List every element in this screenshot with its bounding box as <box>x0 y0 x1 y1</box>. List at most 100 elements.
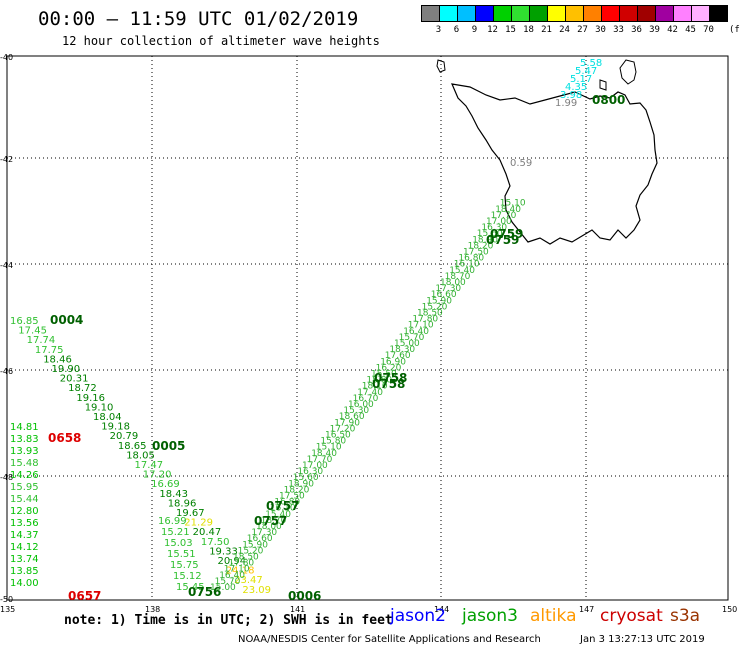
lat-tick-label: -46 <box>0 367 13 376</box>
scale-label: 42 <box>667 25 678 35</box>
tasmania-coastline <box>451 83 658 245</box>
wave-height-value: 15.40 <box>265 510 291 520</box>
wave-height-value: 18.60 <box>339 412 365 422</box>
wave-height-value: 18.04 <box>93 412 122 423</box>
wave-height-value: 13.74 <box>10 554 39 565</box>
wave-height-value: 20.94 <box>218 556 247 567</box>
wave-height-value: 19.18 <box>101 422 130 433</box>
wave-height-value: 15.90 <box>242 540 268 550</box>
wave-height-value: 15.75 <box>170 560 199 571</box>
wave-height-value: 18.46 <box>43 354 72 365</box>
wave-height-value: 18.90 <box>472 235 498 245</box>
scale-label: 45 <box>685 25 696 35</box>
wave-height-value: 23.09 <box>242 585 271 596</box>
lon-tick-label: 138 <box>145 605 160 614</box>
wave-height-value: 16.40 <box>403 327 429 337</box>
wave-height-value: 15.40 <box>449 266 475 276</box>
wave-height-value: 19.33 <box>209 546 238 557</box>
wave-height-value: 19.90 <box>52 364 81 375</box>
wave-height-value: 18.30 <box>389 345 415 355</box>
flinders-island <box>619 59 637 85</box>
wave-height-value: 16.99 <box>158 516 187 527</box>
wave-height-value: 16.80 <box>274 498 300 508</box>
wave-height-value: 13.56 <box>10 518 39 529</box>
wave-height-value: 15.70 <box>399 333 425 343</box>
wave-height-value: 16.85 <box>10 316 39 327</box>
satellite-legend-item: s3a <box>670 606 701 626</box>
small-island <box>599 79 607 91</box>
wave-height-value: 18.20 <box>468 241 494 251</box>
wave-height-value: 23.47 <box>234 575 263 586</box>
scale-label: 27 <box>577 25 588 35</box>
wave-height-value: 18.40 <box>495 205 521 215</box>
wave-height-value: 18.70 <box>445 272 471 282</box>
wave-height-value: 16.60 <box>247 534 273 544</box>
track-time-label: 0657 <box>68 589 101 603</box>
credit: NOAA/NESDIS Center for Satellite Applica… <box>238 634 541 645</box>
wave-height-value: 16.80 <box>458 254 484 264</box>
wave-height-value: 18.80 <box>366 376 392 386</box>
scale-label: 24 <box>559 25 570 35</box>
wave-height-value: 15.51 <box>167 549 196 560</box>
wave-height-value: 17.90 <box>334 418 360 428</box>
wave-height-value: 12.80 <box>10 506 39 517</box>
wave-height-value: 16.10 <box>454 260 480 270</box>
lon-tick-label: 150 <box>722 605 737 614</box>
wave-height-value: 18.40 <box>311 449 337 459</box>
scale-label: 33 <box>613 25 624 35</box>
wave-height-value: 17.60 <box>385 351 411 361</box>
wave-height-value: 18.50 <box>233 553 259 563</box>
wave-height-value: 17.75 <box>35 345 64 356</box>
wave-height-value: 17.20 <box>143 470 172 481</box>
wave-height-value: 14.12 <box>10 542 39 553</box>
wave-height-value: 15.90 <box>426 296 452 306</box>
lat-tick-label: -50 <box>0 595 13 604</box>
track-time-label: 0658 <box>48 431 81 445</box>
scale-label: 12 <box>487 25 498 35</box>
wave-height-value: 14.81 <box>10 422 39 433</box>
scale-label: 3 <box>435 25 442 35</box>
wave-height-value: 17.80 <box>228 559 254 569</box>
wave-height-value: 15.20 <box>422 302 448 312</box>
wave-height-value: 16.50 <box>325 431 351 441</box>
scale-label: 18 <box>523 25 534 35</box>
wave-height-value: 16.70 <box>353 394 379 404</box>
wave-height-value: 14.00 <box>10 578 39 589</box>
wave-height-value: 13.85 <box>10 566 39 577</box>
wave-height-value: 18.96 <box>168 498 197 509</box>
wave-height-value: 15.60 <box>477 229 503 239</box>
lon-tick-label: 141 <box>290 605 305 614</box>
wave-height-value: 16.90 <box>380 357 406 367</box>
wave-height-value: 5.17 <box>570 74 592 85</box>
track-time-label: 0004 <box>50 313 83 327</box>
lat-tick-label: -42 <box>0 155 13 164</box>
scale-label: 6 <box>453 25 460 35</box>
map-frame <box>6 55 729 601</box>
scale-swatch <box>709 5 728 22</box>
satellite-legend-item: altika <box>530 606 577 626</box>
footer-note: note: 1) Time is in UTC; 2) SWH is in fe… <box>64 613 393 628</box>
wave-height-value: 18.10 <box>362 382 388 392</box>
wave-height-value: 18.05 <box>126 450 155 461</box>
track-time-label: 0800 <box>592 93 625 107</box>
wave-height-value: 19.67 <box>176 508 205 519</box>
scale-label: 36 <box>631 25 642 35</box>
wave-height-value: 3.98 <box>560 90 582 101</box>
scale-label: 21 <box>541 25 552 35</box>
wave-height-value: 17.74 <box>27 335 56 346</box>
wave-height-value: 17.70 <box>307 455 333 465</box>
wave-height-value: 18.72 <box>68 383 97 394</box>
lon-tick-label: 144 <box>434 605 449 614</box>
wave-height-value: 18.20 <box>284 485 310 495</box>
wave-height-value: 16.10 <box>270 504 296 514</box>
wave-height-value: 17.30 <box>435 284 461 294</box>
wave-height-value: 15.12 <box>173 571 202 582</box>
wave-height-value: 15.00 <box>394 339 420 349</box>
lon-tick-label: 147 <box>579 605 594 614</box>
wave-height-value: 20.31 <box>60 374 89 385</box>
wave-height-value: 15.10 <box>316 443 342 453</box>
wave-height-value: 18.50 <box>417 309 443 319</box>
wave-height-value: 18.65 <box>118 441 147 452</box>
wave-height-value: 18.70 <box>261 516 287 526</box>
wave-height-value: 17.00 <box>302 461 328 471</box>
